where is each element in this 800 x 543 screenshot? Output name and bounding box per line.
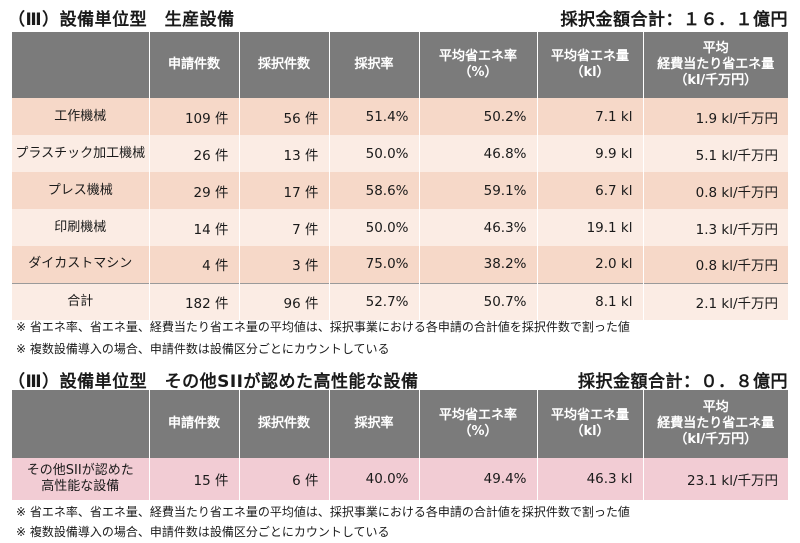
column-header: 採択件数 [239, 390, 330, 458]
column-header: 採択率 [329, 32, 420, 98]
table-row: その他SIIが認めた 高性能な設備 15 件 6 件 40.0% 49.4% 46… [12, 458, 788, 500]
table-cell: 0.8 kl/千万円 [643, 246, 788, 283]
table-cell: 50.0% [329, 135, 420, 172]
table-cell: 3 件 [239, 246, 330, 283]
footnote: ※ 省エネ率、省エネ量、経費当たり省エネ量の平均値は、採択事業における各申請の合… [16, 320, 630, 334]
row-label: 印刷機械 [12, 209, 150, 246]
table-cell: 56 件 [239, 98, 330, 135]
table-header-row: 申請件数 採択件数 採択率 平均省エネ率 （%） 平均省エネ量 （kl） 平均 経費当… [12, 390, 788, 458]
table-row: プラスチック加工機械 26 件 13 件 50.0% 46.8% 9.9 kl … [12, 135, 788, 172]
section2-title: （Ⅲ）設備単位型 その他SIIが認めた高性能な設備 [8, 371, 419, 392]
column-header: 平均省エネ量 （kl） [537, 32, 644, 98]
table-cell: 17 件 [239, 172, 330, 209]
table-cell: 50.7% [419, 282, 538, 320]
section2-total: 採択金額合計：０．８億円 [578, 371, 788, 392]
row-label: ダイカストマシン [12, 246, 150, 283]
table-cell: 9.9 kl [537, 135, 644, 172]
column-header: 申請件数 [149, 32, 240, 98]
table-cell: 4 件 [149, 246, 240, 283]
footnote: ※ 複数設備導入の場合、申請件数は設備区分ごとにカウントしている [16, 525, 390, 539]
table-cell: 0.8 kl/千万円 [643, 172, 788, 209]
table-row: 工作機械 109 件 56 件 51.4% 50.2% 7.1 kl 1.9 k… [12, 98, 788, 135]
table-row: ダイカストマシン 4 件 3 件 75.0% 38.2% 2.0 kl 0.8 … [12, 246, 788, 283]
table-cell: 46.8% [419, 135, 538, 172]
header-corner [12, 390, 150, 458]
table-header-row: 申請件数 採択件数 採択率 平均省エネ率 （%） 平均省エネ量 （kl） 平均 経費当… [12, 32, 788, 98]
column-header: 平均省エネ量 （kl） [537, 390, 644, 458]
table-cell: 7 件 [239, 209, 330, 246]
section2-heading: （Ⅲ）設備単位型 その他SIIが認めた高性能な設備 採択金額合計：０．８億円 [8, 366, 788, 392]
table-cell: 50.0% [329, 209, 420, 246]
header-corner [12, 32, 150, 98]
table-cell: 19.1 kl [537, 209, 644, 246]
row-label: 工作機械 [12, 98, 150, 135]
table-cell: 49.4% [419, 458, 538, 500]
section1-total: 採択金額合計：１６．１億円 [560, 9, 788, 30]
table-cell: 109 件 [149, 98, 240, 135]
row-label: プレス機械 [12, 172, 150, 209]
table-cell: 7.1 kl [537, 98, 644, 135]
table-cell: 1.9 kl/千万円 [643, 98, 788, 135]
table-cell: 51.4% [329, 98, 420, 135]
column-header: 平均 経費当たり省エネ量 （kl/千万円） [643, 32, 788, 98]
column-header: 採択件数 [239, 32, 330, 98]
table-cell: 23.1 kl/千万円 [643, 458, 788, 500]
table-cell: 46.3% [419, 209, 538, 246]
row-label: プラスチック加工機械 [12, 135, 150, 172]
table-row: 印刷機械 14 件 7 件 50.0% 46.3% 19.1 kl 1.3 kl… [12, 209, 788, 246]
column-header: 申請件数 [149, 390, 240, 458]
table-cell: 38.2% [419, 246, 538, 283]
table-cell: 6 件 [239, 458, 330, 500]
footnote: ※ 省エネ率、省エネ量、経費当たり省エネ量の平均値は、採択事業における各申請の合… [16, 505, 630, 519]
section1-heading: （Ⅲ）設備単位型 生産設備 採択金額合計：１６．１億円 [8, 4, 788, 30]
section1-table: 申請件数 採択件数 採択率 平均省エネ率 （%） 平均省エネ量 （kl） 平均 経費当… [12, 32, 788, 320]
total-row: 合計 182 件 96 件 52.7% 50.7% 8.1 kl 2.1 kl/… [12, 282, 788, 320]
table-cell: 15 件 [149, 458, 240, 500]
table-cell: 8.1 kl [537, 282, 644, 320]
table-cell: 182 件 [149, 282, 240, 320]
table-row: プレス機械 29 件 17 件 58.6% 59.1% 6.7 kl 0.8 k… [12, 172, 788, 209]
row-label: 合計 [12, 282, 150, 320]
table-cell: 59.1% [419, 172, 538, 209]
column-header: 平均 経費当たり省エネ量 （kl/千万円） [643, 390, 788, 458]
footnote: ※ 複数設備導入の場合、申請件数は設備区分ごとにカウントしている [16, 342, 390, 356]
table-cell: 5.1 kl/千万円 [643, 135, 788, 172]
column-header: 平均省エネ率 （%） [419, 32, 538, 98]
table-cell: 50.2% [419, 98, 538, 135]
table-cell: 2.0 kl [537, 246, 644, 283]
section1-title: （Ⅲ）設備単位型 生産設備 [8, 9, 235, 30]
column-header: 平均省エネ率 （%） [419, 390, 538, 458]
table-cell: 75.0% [329, 246, 420, 283]
row-label: その他SIIが認めた 高性能な設備 [12, 458, 150, 500]
column-header: 採択率 [329, 390, 420, 458]
table-cell: 29 件 [149, 172, 240, 209]
table-cell: 26 件 [149, 135, 240, 172]
section2-table: 申請件数 採択件数 採択率 平均省エネ率 （%） 平均省エネ量 （kl） 平均 経費当… [12, 390, 788, 500]
table-cell: 52.7% [329, 282, 420, 320]
table-cell: 6.7 kl [537, 172, 644, 209]
table-cell: 96 件 [239, 282, 330, 320]
table-cell: 2.1 kl/千万円 [643, 282, 788, 320]
table-cell: 13 件 [239, 135, 330, 172]
table-cell: 1.3 kl/千万円 [643, 209, 788, 246]
table-cell: 46.3 kl [537, 458, 644, 500]
table-cell: 40.0% [329, 458, 420, 500]
table-cell: 58.6% [329, 172, 420, 209]
table-cell: 14 件 [149, 209, 240, 246]
